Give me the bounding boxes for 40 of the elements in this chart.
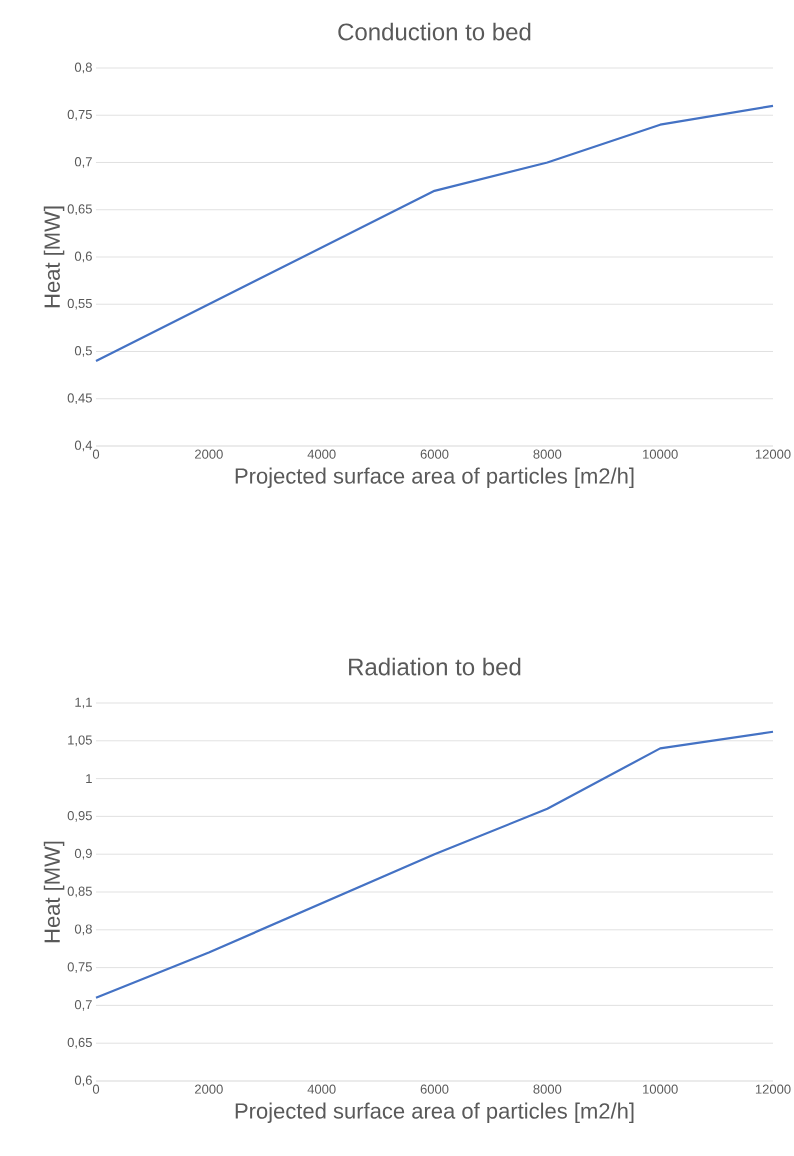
- y-tick-label: 0,6: [74, 251, 92, 263]
- x-tick-label: 12000: [755, 1084, 791, 1094]
- y-tick-label: 0,65: [67, 204, 92, 216]
- x-tick-label: 10000: [642, 449, 678, 459]
- y-axis-title: Heat [MW]: [43, 841, 65, 943]
- chart-title: Radiation to bed: [348, 657, 521, 676]
- x-axis-title: Projected surface area of particles [m2/h]: [235, 467, 634, 489]
- y-tick-label: 0,8: [74, 62, 92, 74]
- x-tick-label: 8000: [533, 1084, 562, 1094]
- y-tick-label: 1: [86, 774, 92, 784]
- y-tick-label: 0,8: [74, 924, 92, 936]
- y-tick-label: 0,45: [67, 393, 92, 405]
- y-tick-label: 0,7: [74, 157, 92, 168]
- x-tick-label: 2000: [194, 449, 223, 459]
- y-tick-label: 0,7: [74, 1000, 92, 1011]
- x-tick-label: 4000: [307, 449, 336, 459]
- x-tick-label: 8000: [533, 449, 562, 459]
- y-tick-label: 0,5: [74, 346, 92, 357]
- y-axis-title: Heat [MW]: [43, 206, 65, 308]
- x-tick-label: 6000: [420, 449, 449, 459]
- y-tick-label: 1,05: [67, 735, 92, 747]
- x-tick-label: 0: [92, 1084, 99, 1094]
- y-tick-label: 0,75: [67, 109, 92, 121]
- y-tick-label: 0,9: [74, 848, 92, 860]
- chart-title: Conduction to bed: [338, 22, 531, 41]
- y-tick-label: 0,95: [67, 811, 92, 822]
- x-tick-label: 12000: [755, 449, 791, 459]
- y-tick-label: 0,85: [67, 886, 92, 898]
- y-tick-label: 1,1: [75, 697, 92, 709]
- x-tick-label: 0: [92, 449, 99, 459]
- x-tick-label: 4000: [307, 1084, 336, 1094]
- y-tick-label: 0,65: [67, 1037, 92, 1049]
- x-axis-title: Projected surface area of particles [m2/h]: [235, 1102, 634, 1124]
- y-tick-label: 0,55: [67, 298, 92, 310]
- y-tick-label: 0,6: [74, 1075, 92, 1087]
- y-tick-label: 0,75: [67, 962, 92, 973]
- y-tick-label: 0,4: [74, 440, 92, 452]
- x-tick-label: 2000: [194, 1084, 223, 1094]
- x-tick-label: 6000: [420, 1084, 449, 1094]
- x-tick-label: 10000: [642, 1084, 678, 1094]
